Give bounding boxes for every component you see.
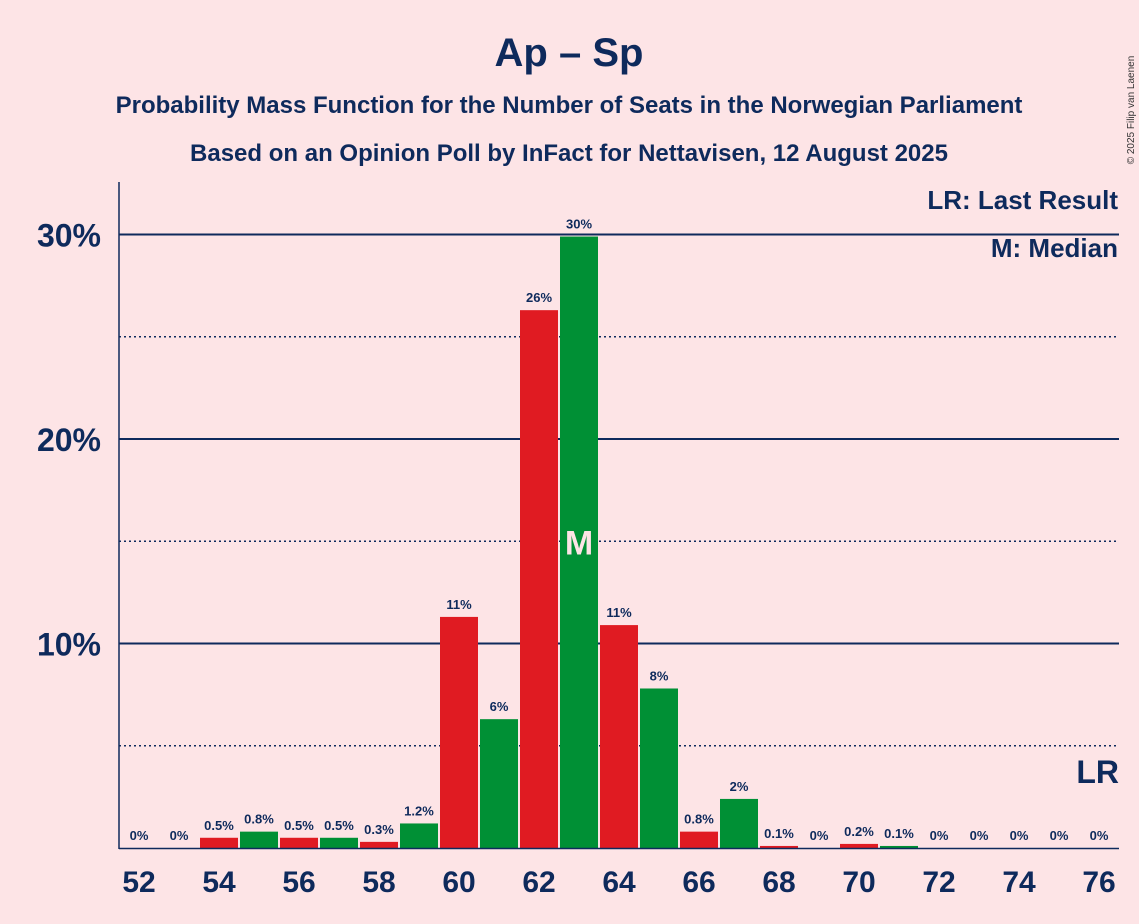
bar-64 (600, 625, 638, 848)
bar-value-labels: 0% 0% 0.5% 0.8% 0.5% 0.5% 0.3% 1.2% 11% 6% 26% 30% 1… (130, 217, 1109, 843)
x-tick-60: 60 (442, 866, 475, 899)
y-tick-30: 30% (37, 218, 101, 254)
x-tick-labels: 52 54 56 58 60 62 64 66 68 70 72 74 76 (122, 866, 1115, 899)
legend-last-result: LR: Last Result (927, 185, 1118, 215)
x-tick-52: 52 (122, 866, 155, 899)
bar-65 (640, 688, 678, 848)
bar-label-74: 0% (1010, 828, 1029, 843)
bars (200, 236, 918, 849)
bar-66 (680, 831, 718, 848)
bar-label-69: 0% (810, 828, 829, 843)
x-tick-58: 58 (362, 866, 395, 899)
bar-label-52: 0% (130, 828, 149, 843)
chart-subtitle-line-2: Based on an Opinion Poll by InFact for N… (190, 140, 948, 167)
x-tick-54: 54 (202, 866, 236, 899)
bar-label-75: 0% (1050, 828, 1069, 843)
y-tick-20: 20% (37, 422, 101, 458)
x-tick-64: 64 (602, 866, 636, 899)
chart-subtitle-line-1: Probability Mass Function for the Number… (116, 92, 1023, 119)
y-tick-labels: 10% 20% 30% (37, 218, 101, 663)
chart-title: Ap – Sp (495, 31, 644, 75)
bar-label-57: 0.5% (324, 818, 354, 833)
bar-label-64: 11% (606, 605, 632, 620)
bar-label-53: 0% (170, 828, 189, 843)
bar-label-56: 0.5% (284, 818, 314, 833)
bar-label-73: 0% (970, 828, 989, 843)
bar-55 (240, 831, 278, 848)
bar-label-70: 0.2% (844, 824, 874, 839)
bar-label-59: 1.2% (404, 803, 434, 818)
bar-59 (400, 823, 438, 848)
x-tick-74: 74 (1002, 866, 1036, 899)
bar-label-72: 0% (930, 828, 949, 843)
bar-label-61: 6% (490, 699, 509, 714)
bar-71 (880, 845, 918, 848)
x-tick-62: 62 (522, 866, 555, 899)
bar-label-66: 0.8% (684, 812, 714, 827)
legend-median: M: Median (991, 233, 1118, 263)
bar-label-54: 0.5% (204, 818, 234, 833)
median-marker: M (565, 524, 593, 562)
bar-68 (760, 845, 798, 848)
x-tick-70: 70 (842, 866, 875, 899)
x-tick-72: 72 (922, 866, 955, 899)
bar-label-55: 0.8% (244, 812, 274, 827)
bar-label-60: 11% (446, 597, 472, 612)
bar-62 (520, 310, 558, 848)
x-tick-56: 56 (282, 866, 315, 899)
bar-67 (720, 798, 758, 848)
bar-label-76: 0% (1090, 828, 1109, 843)
bar-70 (840, 843, 878, 848)
copyright-notice: © 2025 Filip van Laenen (1126, 56, 1137, 165)
last-result-marker: LR (1076, 754, 1119, 790)
bar-label-58: 0.3% (364, 822, 394, 837)
x-tick-68: 68 (762, 866, 795, 899)
bar-label-68: 0.1% (764, 826, 794, 841)
bar-label-67: 2% (730, 779, 749, 794)
bar-label-62: 26% (526, 290, 552, 305)
bar-label-63: 30% (566, 217, 592, 232)
bar-63 (560, 236, 598, 849)
bar-57 (320, 837, 358, 848)
bar-54 (200, 837, 238, 848)
bar-label-65: 8% (650, 668, 669, 683)
bar-60 (440, 616, 478, 848)
x-tick-66: 66 (682, 866, 715, 899)
bar-58 (360, 841, 398, 848)
bar-label-71: 0.1% (884, 826, 914, 841)
bar-61 (480, 719, 518, 848)
x-tick-76: 76 (1082, 866, 1115, 899)
y-tick-10: 10% (37, 627, 101, 663)
bar-56 (280, 837, 318, 848)
